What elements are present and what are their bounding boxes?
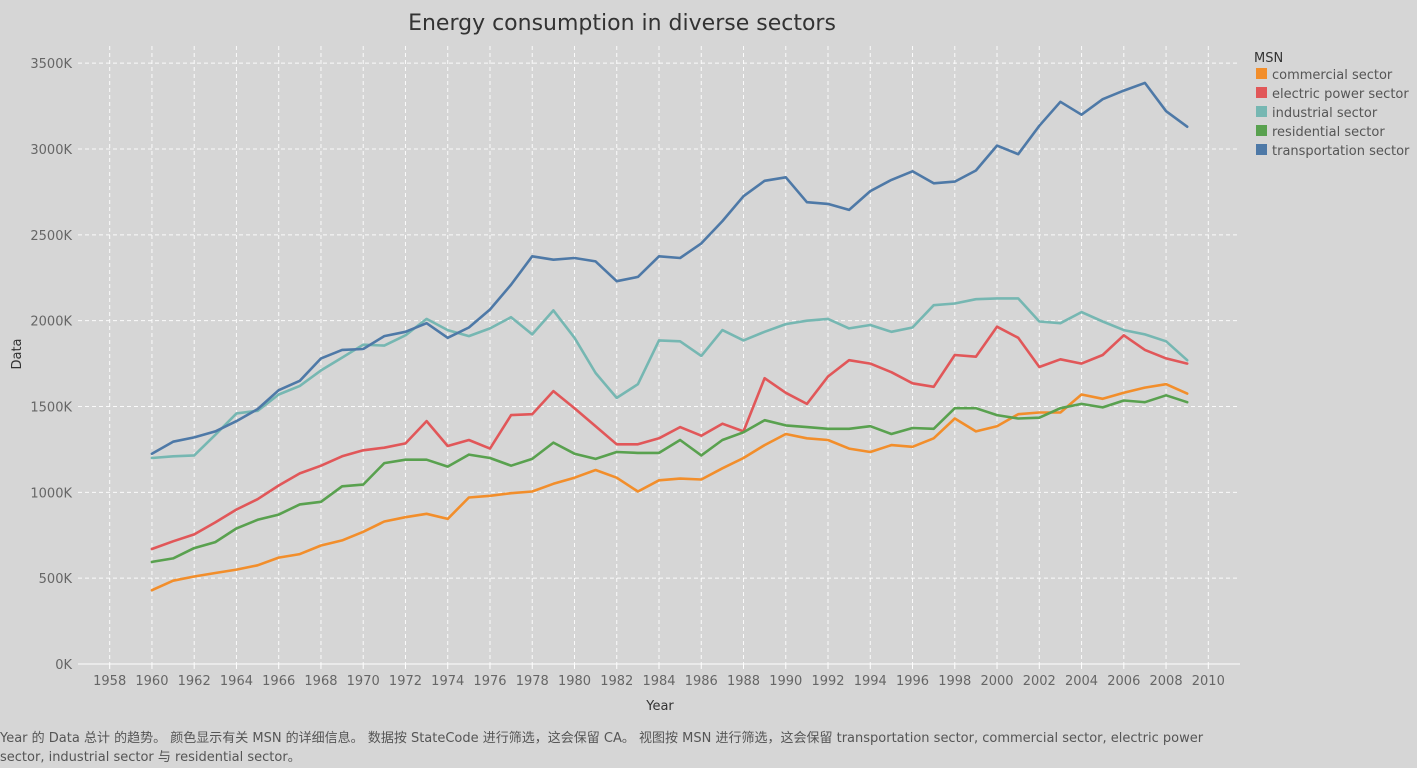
x-tick-label: 1972	[389, 674, 422, 689]
y-tick-label: 1000K	[30, 486, 72, 501]
x-tick-label: 1984	[642, 674, 675, 689]
x-tick-label: 1978	[516, 674, 549, 689]
legend-swatch	[1256, 87, 1267, 98]
chart-caption: Year 的 Data 总计 的趋势。 颜色显示有关 MSN 的详细信息。 数据…	[0, 731, 1204, 765]
x-tick-label: 2010	[1192, 674, 1225, 689]
series-line-electric-power-sector	[150, 325, 1189, 551]
y-tick-label: 1500K	[30, 401, 72, 416]
legend-title: MSN	[1254, 51, 1283, 66]
grid	[78, 46, 1240, 669]
y-tick-label: 2000K	[30, 315, 72, 330]
x-tick-label: 1994	[854, 674, 887, 689]
y-tick-label: 3000K	[30, 143, 72, 158]
y-tick-label: 0K	[55, 658, 72, 673]
y-tick-label: 500K	[39, 572, 73, 587]
legend-swatch	[1256, 144, 1267, 155]
x-tick-label: 1964	[220, 674, 253, 689]
legend-label: residential sector	[1272, 125, 1385, 140]
x-tick-label: 1960	[135, 674, 168, 689]
x-tick-label: 1988	[727, 674, 760, 689]
x-tick-label: 1976	[473, 674, 506, 689]
legend-label: industrial sector	[1272, 106, 1378, 121]
series-line-transportation-sector	[150, 81, 1189, 456]
y-tick-label: 2500K	[30, 229, 72, 244]
x-tick-label: 1986	[685, 674, 718, 689]
x-axis-ticks: 1958 1960 1962 1964 1966 1968 1970 1972 1974 1976…	[93, 674, 1225, 689]
x-tick-label: 1968	[304, 674, 337, 689]
series-lines	[150, 81, 1189, 592]
x-tick-label: 1974	[431, 674, 464, 689]
legend: MSN commercial sector electric power sect…	[1254, 51, 1410, 159]
legend-label: commercial sector	[1272, 68, 1393, 83]
y-axis-ticks: 0K 500K 1000K 1500K 2000K 2500K 3000K 3500K	[30, 57, 72, 673]
y-axis-title: Data	[10, 338, 25, 369]
legend-item[interactable]: residential sector	[1256, 125, 1385, 140]
x-tick-label: 2002	[1023, 674, 1056, 689]
x-tick-label: 2006	[1107, 674, 1140, 689]
x-tick-label: 1996	[896, 674, 929, 689]
chart-title: Energy consumption in diverse sectors	[408, 11, 836, 36]
x-tick-label: 1962	[178, 674, 211, 689]
x-tick-label: 2004	[1065, 674, 1098, 689]
x-tick-label: 1992	[811, 674, 844, 689]
legend-item[interactable]: commercial sector	[1256, 68, 1393, 83]
x-tick-label: 2000	[980, 674, 1013, 689]
legend-item[interactable]: electric power sector	[1256, 87, 1409, 102]
x-tick-label: 1982	[600, 674, 633, 689]
x-tick-label: 1966	[262, 674, 295, 689]
series-line-commercial-sector	[150, 382, 1189, 592]
legend-label: transportation sector	[1272, 144, 1410, 159]
legend-swatch	[1256, 68, 1267, 79]
y-tick-label: 3500K	[30, 57, 72, 72]
x-tick-label: 1980	[558, 674, 591, 689]
series-line-residential-sector	[150, 393, 1189, 564]
x-axis-title: Year	[645, 699, 674, 714]
legend-swatch	[1256, 125, 1267, 136]
legend-label: electric power sector	[1272, 87, 1409, 102]
x-tick-label: 1998	[938, 674, 971, 689]
series-line-industrial-sector	[150, 297, 1189, 460]
legend-item[interactable]: industrial sector	[1256, 106, 1378, 121]
legend-swatch	[1256, 106, 1267, 117]
x-tick-label: 1990	[769, 674, 802, 689]
x-tick-label: 1970	[347, 674, 380, 689]
x-tick-label: 2008	[1150, 674, 1183, 689]
legend-item[interactable]: transportation sector	[1256, 144, 1410, 159]
x-tick-label: 1958	[93, 674, 126, 689]
